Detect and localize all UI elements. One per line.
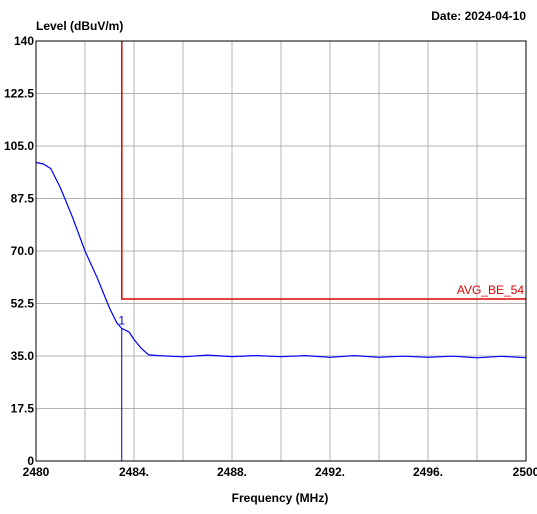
- x-tick-label: 2488.: [217, 465, 247, 479]
- axes: 0 17.5 35.0 52.5 70.0 87.5 105.0 122.5 140 2480 24…: [4, 34, 537, 479]
- y-tick-label: 0: [27, 454, 34, 468]
- grid: [36, 41, 526, 461]
- y-tick-label: 105.0: [4, 139, 34, 153]
- y-tick-label: 17.5: [11, 402, 35, 416]
- limit-line-group: AVG_BE_54: [121, 41, 526, 300]
- y-tick-label: 52.5: [11, 297, 35, 311]
- y-tick-label: 87.5: [11, 192, 35, 206]
- x-tick-label: 2484.: [119, 465, 149, 479]
- x-tick-label: 2500: [513, 465, 537, 479]
- y-axis-label: Level (dBuV/m): [36, 19, 123, 33]
- marker-group: 1: [118, 313, 125, 461]
- date-label: Date: 2024-04-10: [431, 9, 526, 23]
- series-line: [35, 161, 527, 359]
- plot-frame: [35, 40, 527, 462]
- x-tick-label: 2480: [23, 465, 50, 479]
- x-tick-label: 2496.: [413, 465, 443, 479]
- limit-line-label: AVG_BE_54: [457, 283, 524, 297]
- x-axis-label: Frequency (MHz): [232, 491, 329, 505]
- y-tick-label: 35.0: [11, 349, 35, 363]
- y-tick-label: 70.0: [11, 244, 35, 258]
- y-tick-label: 140: [14, 34, 34, 48]
- y-tick-label: 122.5: [4, 87, 34, 101]
- series-group: [35, 161, 527, 359]
- limit-line: [121, 41, 526, 300]
- x-tick-label: 2492.: [315, 465, 345, 479]
- marker-label: 1: [118, 313, 125, 327]
